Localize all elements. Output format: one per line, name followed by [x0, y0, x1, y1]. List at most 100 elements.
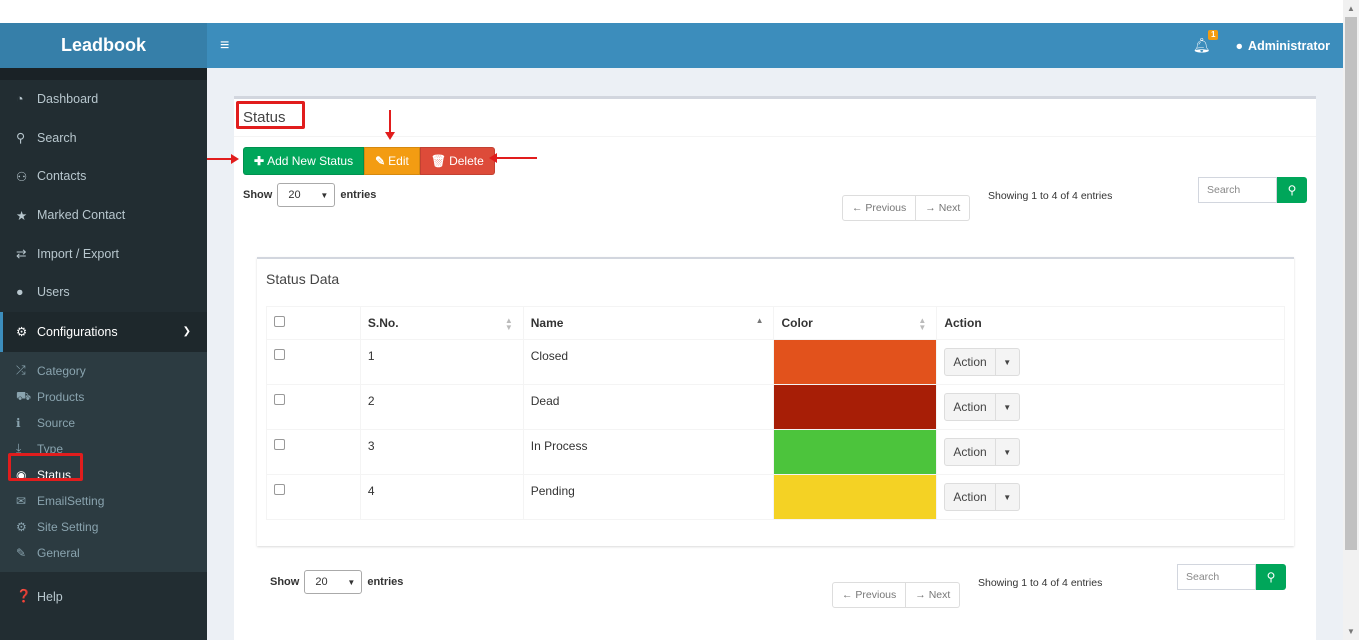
- cart-icon: ⛟: [16, 388, 32, 403]
- action-cell: Action ▼: [936, 339, 1285, 385]
- color-swatch: [773, 384, 938, 430]
- search-icon: ⚲: [1266, 570, 1276, 584]
- column-name[interactable]: Name ▲: [522, 306, 775, 340]
- color-swatch: [773, 339, 938, 385]
- action-button[interactable]: Action: [944, 348, 996, 376]
- configurations-submenu: ⤮ Category ⛟ Products ℹ Source ⤓ Type ◉ …: [0, 351, 207, 572]
- show-label: Show: [270, 576, 300, 588]
- search-input[interactable]: Search: [1177, 564, 1256, 590]
- entries-label: entries: [367, 576, 404, 588]
- scroll-thumb[interactable]: [1345, 17, 1357, 550]
- color-swatch: [773, 474, 938, 520]
- search-input[interactable]: Search: [1198, 177, 1277, 203]
- sort-both-icon: ▲ ▼: [918, 316, 927, 332]
- sidebar-item-configurations[interactable]: ⚙ Configurations ❯: [0, 311, 207, 352]
- caret-down-icon[interactable]: ▼: [995, 438, 1020, 466]
- sidebar-subitem-general[interactable]: ✎ General: [0, 540, 207, 566]
- caret-down-icon[interactable]: ▼: [995, 348, 1020, 376]
- user-menu[interactable]: ● Administrator: [1235, 39, 1330, 53]
- entries-label: entries: [340, 189, 377, 201]
- sidebar-item-import-export[interactable]: ⇄ Import / Export: [0, 234, 207, 273]
- entries-info-bottom: Showing 1 to 4 of 4 entries: [978, 577, 1103, 589]
- edit-button[interactable]: ✎ Edit: [364, 147, 420, 175]
- sidebar-item-users[interactable]: ● Users: [0, 273, 207, 312]
- action-button[interactable]: Action: [944, 483, 996, 511]
- scroll-up-icon[interactable]: ▲: [1347, 4, 1355, 13]
- delete-button-label: Delete: [449, 154, 484, 168]
- delete-button[interactable]: 🗑︎ Delete: [419, 147, 495, 175]
- sidebar-subitem-category[interactable]: ⤮ Category: [0, 358, 207, 384]
- table-header-row: S.No. ▲ ▼ Name ▲ Color ▲ ▼ Action: [266, 306, 1285, 340]
- add-new-status-button[interactable]: ✚ Add New Status: [243, 147, 365, 175]
- action-dropdown: Action ▼: [944, 348, 1277, 376]
- eye-icon: ◉: [16, 467, 27, 482]
- sidebar-item-marked-contact[interactable]: ★ Marked Contact: [0, 196, 207, 235]
- row-checkbox[interactable]: [274, 439, 285, 450]
- sidebar-subitem-status[interactable]: ◉ Status: [0, 462, 207, 488]
- users-icon: ⚇: [16, 169, 28, 184]
- sidebar-item-label: Users: [37, 285, 70, 300]
- page-size-value: 20: [315, 576, 328, 588]
- sidebar-subitem-site-setting[interactable]: ⚙ Site Setting: [0, 514, 207, 540]
- entries-info: Showing 1 to 4 of 4 entries: [988, 190, 1113, 202]
- select-all-checkbox[interactable]: [274, 316, 285, 327]
- next-page-button[interactable]: → Next: [906, 582, 961, 608]
- sidebar-subitem-label: Category: [37, 363, 86, 378]
- notification-badge: 1: [1208, 30, 1219, 40]
- sidebar-item-label: Contacts: [37, 169, 87, 184]
- page-size-select[interactable]: 20 ▼: [277, 183, 336, 207]
- table-row: 1 Closed Action ▼: [266, 339, 1285, 385]
- previous-page-button[interactable]: ← Previous: [842, 195, 917, 221]
- sidebar-subitem-products[interactable]: ⛟ Products: [0, 384, 207, 410]
- search-button[interactable]: ⚲: [1256, 564, 1286, 590]
- gears-icon: ⚙: [16, 325, 28, 340]
- sidebar-subitem-source[interactable]: ℹ Source: [0, 410, 207, 436]
- sidebar-subitem-label: Type: [37, 441, 64, 456]
- action-cell: Action ▼: [936, 384, 1285, 430]
- sidebar-subitem-emailsetting[interactable]: ✉ EmailSetting: [0, 488, 207, 514]
- previous-page-button[interactable]: ← Previous: [832, 582, 907, 608]
- table-row: 4 Pending Action ▼: [266, 474, 1285, 520]
- search-group-bottom: Search ⚲: [1177, 564, 1286, 590]
- caret-down-icon[interactable]: ▼: [995, 483, 1020, 511]
- sidebar-item-label: Marked Contact: [37, 208, 126, 223]
- table-row: 3 In Process Action ▼: [266, 429, 1285, 475]
- name-cell: Pending: [522, 474, 775, 520]
- hamburger-menu-icon[interactable]: ≡: [220, 36, 230, 54]
- sidebar-subitem-type[interactable]: ⤓ Type: [0, 436, 207, 462]
- app-logo[interactable]: Leadbook: [0, 23, 207, 68]
- trash-icon: 🗑︎: [430, 154, 447, 168]
- row-checkbox[interactable]: [274, 484, 285, 495]
- vertical-scrollbar[interactable]: ▲ ▼: [1343, 0, 1359, 640]
- sidebar-subitem-label: Source: [37, 415, 76, 430]
- row-checkbox[interactable]: [274, 349, 285, 360]
- table-row: 2 Dead Action ▼: [266, 384, 1285, 430]
- column-sno[interactable]: S.No. ▲ ▼: [359, 306, 524, 340]
- sidebar-item-help[interactable]: ❓ Help: [0, 578, 207, 617]
- sidebar-item-search[interactable]: ⚲ Search: [0, 119, 207, 158]
- row-checkbox[interactable]: [274, 394, 285, 405]
- next-page-button[interactable]: → Next: [916, 195, 971, 221]
- sidebar-item-dashboard[interactable]: ◔ Dashboard: [0, 80, 207, 119]
- sno-cell: 3: [359, 429, 524, 475]
- action-cell: Action ▼: [936, 429, 1285, 475]
- chevron-down-icon: ❯: [182, 326, 191, 338]
- scroll-down-icon[interactable]: ▼: [1347, 627, 1355, 636]
- action-button[interactable]: Action: [944, 393, 996, 421]
- sidebar-item-label: Search: [37, 130, 77, 145]
- action-button[interactable]: Action: [944, 438, 996, 466]
- plus-icon: ✚: [254, 154, 265, 168]
- column-label: Name: [530, 316, 564, 330]
- row-select-cell: [266, 384, 361, 430]
- sidebar: Leadbook ◔ Dashboard ⚲ Search ⚇ Contacts…: [0, 0, 207, 640]
- caret-down-icon[interactable]: ▼: [995, 393, 1020, 421]
- notifications-bell[interactable]: 🔔︎ 1: [1193, 30, 1219, 54]
- sidebar-item-label: Configurations: [37, 324, 118, 339]
- sidebar-item-contacts[interactable]: ⚇ Contacts: [0, 157, 207, 196]
- action-button-group: ✚ Add New Status ✎ Edit 🗑︎ Delete: [243, 147, 495, 175]
- random-icon: ⤮: [16, 363, 26, 378]
- column-color[interactable]: Color ▲ ▼: [773, 306, 938, 340]
- page-size-select[interactable]: 20 ▼: [304, 570, 363, 594]
- search-button[interactable]: ⚲: [1277, 177, 1307, 203]
- search-icon: ⚲: [1287, 183, 1297, 197]
